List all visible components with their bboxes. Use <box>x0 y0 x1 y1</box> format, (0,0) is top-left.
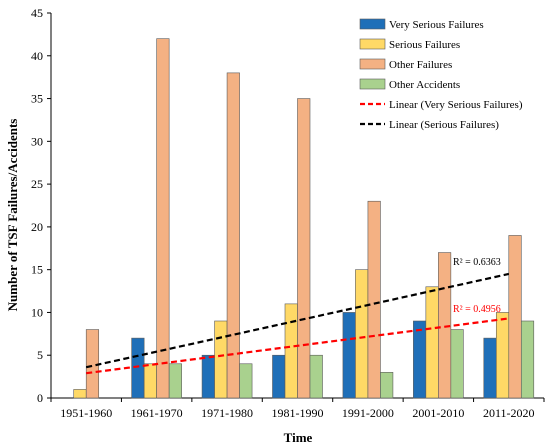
trendline <box>85 272 510 369</box>
bar <box>297 98 311 399</box>
bar <box>367 200 381 399</box>
legend-swatch <box>359 78 386 90</box>
y-tick-label: 45 <box>31 6 43 20</box>
legend-label: Linear (Serious Failures) <box>389 119 499 131</box>
bar <box>495 312 510 399</box>
bar <box>143 363 157 399</box>
x-tick-label: 2011-2020 <box>483 406 535 420</box>
bar <box>355 269 369 399</box>
legend: Very Serious Failures Serious Failures Oth… <box>359 18 523 131</box>
r2-label: R² = 0.6363 <box>453 257 501 268</box>
legend-label: Other Failures <box>389 59 452 71</box>
x-tick-label: 1981-1990 <box>272 406 324 420</box>
bar <box>214 320 228 399</box>
x-ticks: 1951-1960 1961-1970 1971-1980 1981-1990 1991… <box>50 398 545 420</box>
x-tick-label: 1991-2000 <box>342 406 394 420</box>
y-tick-label: 5 <box>37 348 43 362</box>
bar <box>508 235 522 399</box>
legend-label: Serious Failures <box>389 39 460 51</box>
bar <box>520 320 535 399</box>
trendline <box>86 317 509 375</box>
legend-swatch <box>359 58 386 70</box>
bar <box>380 372 394 399</box>
trendlines <box>85 272 510 375</box>
x-tick-label: 1951-1960 <box>60 406 112 420</box>
y-tick-label: 15 <box>31 263 43 277</box>
bar <box>425 286 439 399</box>
y-tick-label: 20 <box>31 220 43 234</box>
x-tick-label: 2001-2010 <box>412 406 464 420</box>
y-tick-label: 35 <box>31 92 43 106</box>
y-axis-title: Number of TSF Failures/Accidents <box>5 119 20 312</box>
r2-labels: R² = 0.4956 R² = 0.6363 <box>453 257 501 315</box>
bar <box>284 303 298 399</box>
x-tick-label: 1971-1980 <box>201 406 253 420</box>
y-tick-label: 40 <box>31 49 43 63</box>
y-ticks: 0 5 10 15 20 25 30 35 40 45 <box>31 6 51 405</box>
y-tick-label: 25 <box>31 177 43 191</box>
bar <box>226 72 240 399</box>
bar <box>73 389 87 399</box>
bar <box>450 329 464 399</box>
bar <box>239 363 253 399</box>
legend-swatch <box>359 38 386 50</box>
bar <box>413 320 427 399</box>
legend-label: Linear (Very Serious Failures) <box>389 99 523 111</box>
x-tick-label: 1961-1970 <box>131 406 183 420</box>
bar <box>309 354 323 399</box>
bar <box>201 354 215 399</box>
x-axis-title: Time <box>284 430 313 445</box>
r2-label: R² = 0.4956 <box>453 304 501 315</box>
bar <box>342 312 356 399</box>
y-tick-label: 30 <box>31 134 43 148</box>
legend-label: Very Serious Failures <box>389 19 484 31</box>
legend-label: Other Accidents <box>389 79 460 91</box>
bar <box>272 354 286 399</box>
bar <box>156 38 170 399</box>
bar <box>168 363 182 399</box>
bars <box>73 38 535 399</box>
y-tick-label: 0 <box>37 391 43 405</box>
y-tick-label: 10 <box>31 305 43 319</box>
legend-swatch <box>359 18 386 30</box>
bar <box>483 337 497 399</box>
